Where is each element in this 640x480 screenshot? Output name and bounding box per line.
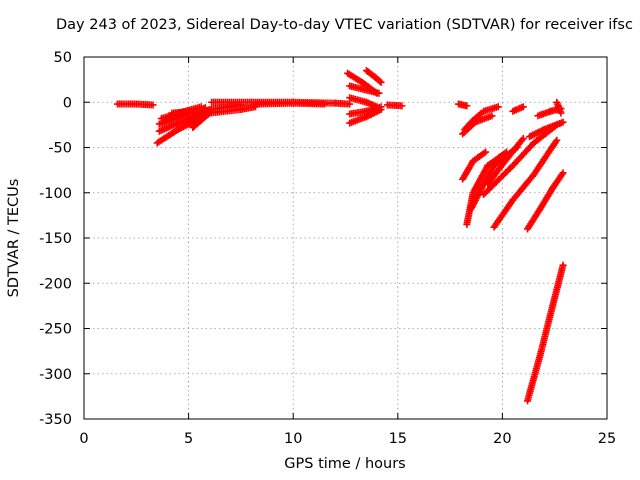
- data-series: [362, 67, 385, 86]
- data-series: [524, 261, 567, 405]
- data-point: [553, 136, 561, 144]
- data-series: [346, 103, 385, 118]
- x-axis-label: GPS time / hours: [284, 456, 406, 472]
- data-point: [559, 261, 567, 269]
- y-tick-label: 0: [63, 95, 72, 111]
- y-tick-label: -350: [39, 412, 72, 428]
- data-series: [484, 134, 527, 188]
- data-point: [518, 136, 526, 144]
- data-point: [519, 103, 527, 111]
- y-tick-label: -50: [48, 141, 72, 157]
- y-tick-label: -250: [39, 322, 72, 338]
- data-series: [168, 107, 197, 117]
- data-series: [526, 118, 567, 141]
- x-tick-label: 10: [284, 431, 302, 447]
- data-series: [252, 99, 329, 108]
- x-tick-label: 15: [389, 431, 407, 447]
- data-series: [461, 109, 485, 133]
- x-tick-label: 20: [493, 431, 511, 447]
- data-point: [482, 148, 490, 156]
- data-point: [197, 103, 205, 111]
- axis-ticks: 0 5 10 15 20 25 50 0 -50 -100 -150 -200 -250 -300 -350: [39, 50, 616, 447]
- data-point: [557, 109, 565, 117]
- data-point: [376, 77, 384, 85]
- data-series: [346, 94, 381, 111]
- data-marks: [113, 67, 567, 405]
- x-tick-label: 25: [598, 431, 616, 447]
- data-point: [559, 118, 567, 126]
- data-series: [454, 100, 471, 110]
- data-point: [488, 112, 496, 120]
- data-point: [398, 102, 406, 110]
- data-series: [524, 169, 567, 233]
- data-point: [321, 100, 329, 108]
- data-series: [459, 148, 490, 183]
- data-series: [383, 101, 406, 110]
- data-series: [480, 121, 561, 199]
- data-point: [494, 103, 502, 111]
- y-tick-label: -300: [39, 367, 72, 383]
- data-point: [559, 169, 567, 177]
- data-point: [149, 101, 157, 109]
- chart-title: Day 243 of 2023, Sidereal Day-to-day VTE…: [56, 17, 633, 33]
- data-point: [463, 102, 471, 110]
- y-tick-label: 50: [54, 50, 72, 66]
- data-point: [377, 103, 385, 111]
- y-tick-label: -200: [39, 276, 72, 292]
- data-series: [346, 82, 383, 97]
- x-tick-label: 5: [184, 431, 193, 447]
- data-point: [519, 134, 527, 142]
- data-point: [375, 89, 383, 97]
- x-tick-label: 0: [79, 431, 88, 447]
- data-series: [553, 98, 565, 117]
- data-series: [189, 103, 260, 132]
- data-series: [480, 103, 502, 115]
- data-point: [346, 100, 354, 108]
- y-tick-label: -150: [39, 231, 72, 247]
- data-point: [189, 107, 197, 115]
- grid-lines: [84, 57, 607, 419]
- data-series: [490, 136, 561, 231]
- y-tick-label: -100: [39, 186, 72, 202]
- data-series: [509, 103, 527, 115]
- data-point: [377, 78, 385, 86]
- data-series: [113, 100, 157, 109]
- plot-frame: [83, 56, 608, 420]
